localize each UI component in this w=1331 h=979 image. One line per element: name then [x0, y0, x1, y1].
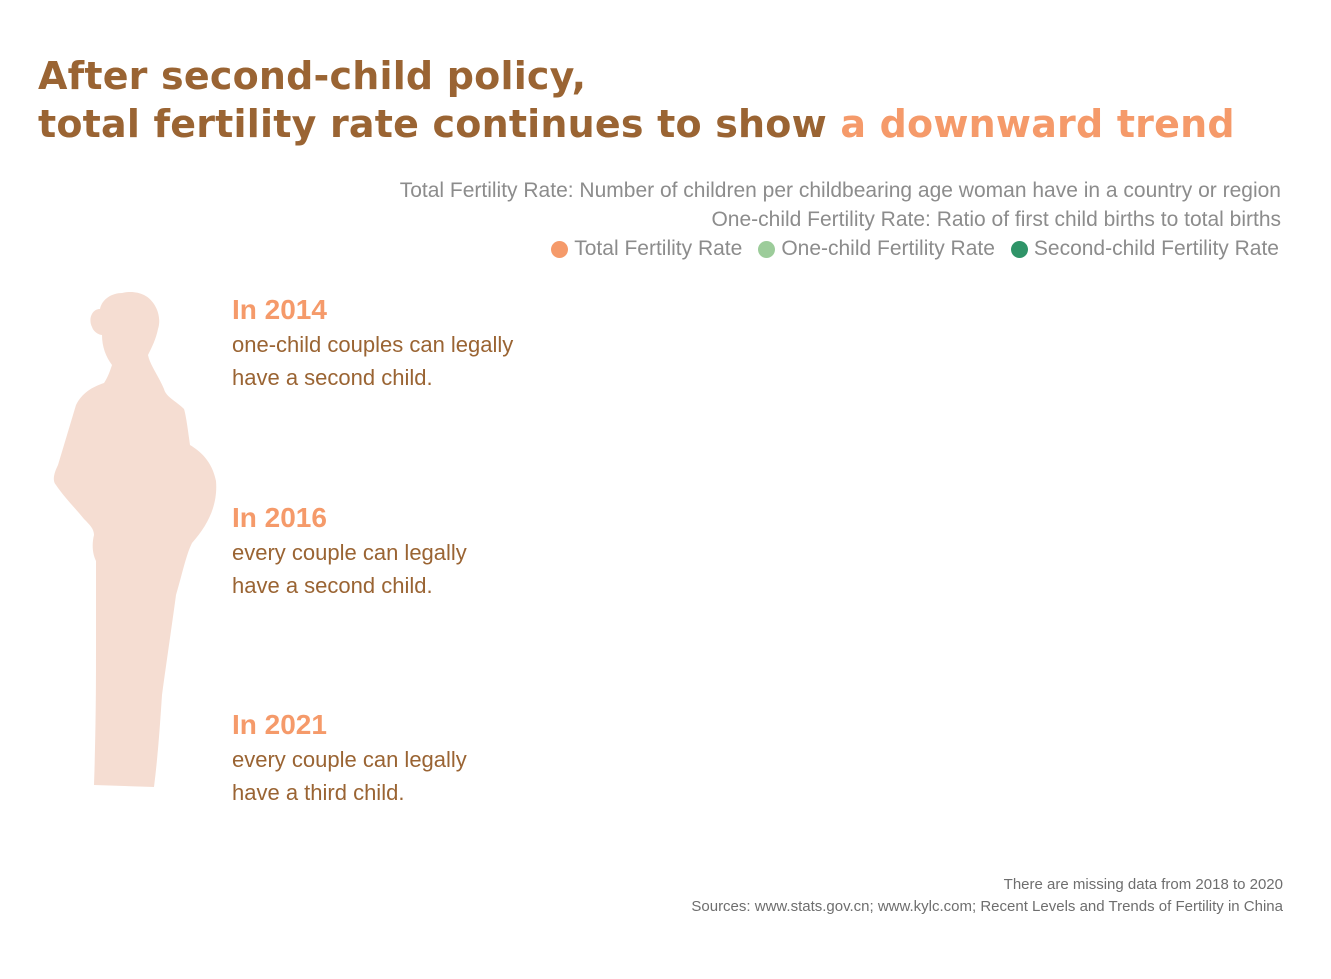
definitions: Total Fertility Rate: Number of children… — [400, 176, 1281, 234]
legend-swatch — [758, 241, 775, 258]
legend-item: One-child Fertility Rate — [758, 237, 995, 261]
policy-2016: In 2016 every couple can legally have a … — [232, 500, 467, 602]
title-line-2: total fertility rate continues to show a… — [38, 100, 1288, 148]
legend-item: Total Fertility Rate — [551, 237, 742, 261]
policy-year: In 2016 — [232, 500, 467, 536]
legend-label: Total Fertility Rate — [574, 237, 742, 261]
sources-note: Sources: www.stats.gov.cn; www.kylc.com;… — [691, 896, 1283, 918]
policy-2021: In 2021 every couple can legally have a … — [232, 707, 467, 809]
chart-legend: Total Fertility Rate One-child Fertility … — [551, 237, 1279, 261]
policy-description-line2: have a second child. — [232, 361, 513, 394]
title-line-1: After second-child policy, — [38, 52, 1288, 100]
missing-data-note: There are missing data from 2018 to 2020 — [691, 874, 1283, 896]
legend-swatch — [551, 241, 568, 258]
definition-total-fertility: Total Fertility Rate: Number of children… — [400, 176, 1281, 205]
legend-label: One-child Fertility Rate — [781, 237, 995, 261]
title-line-2-prefix: total fertility rate continues to show — [38, 102, 840, 146]
policy-description-line2: have a second child. — [232, 569, 467, 602]
pregnant-woman-silhouette — [40, 285, 230, 790]
legend-item: Second-child Fertility Rate — [1011, 237, 1279, 261]
policy-description-line2: have a third child. — [232, 776, 467, 809]
policy-year: In 2014 — [232, 292, 513, 328]
footnote: There are missing data from 2018 to 2020… — [691, 874, 1283, 918]
legend-swatch — [1011, 241, 1028, 258]
legend-label: Second-child Fertility Rate — [1034, 237, 1279, 261]
policy-year: In 2021 — [232, 707, 467, 743]
definition-one-child: One-child Fertility Rate: Ratio of first… — [400, 205, 1281, 234]
policy-description-line1: every couple can legally — [232, 743, 467, 776]
title-highlight: a downward trend — [840, 102, 1234, 146]
chart-title: After second-child policy, total fertili… — [38, 52, 1288, 148]
policy-description-line1: every couple can legally — [232, 536, 467, 569]
policy-description-line1: one-child couples can legally — [232, 328, 513, 361]
policy-2014: In 2014 one-child couples can legally ha… — [232, 292, 513, 394]
